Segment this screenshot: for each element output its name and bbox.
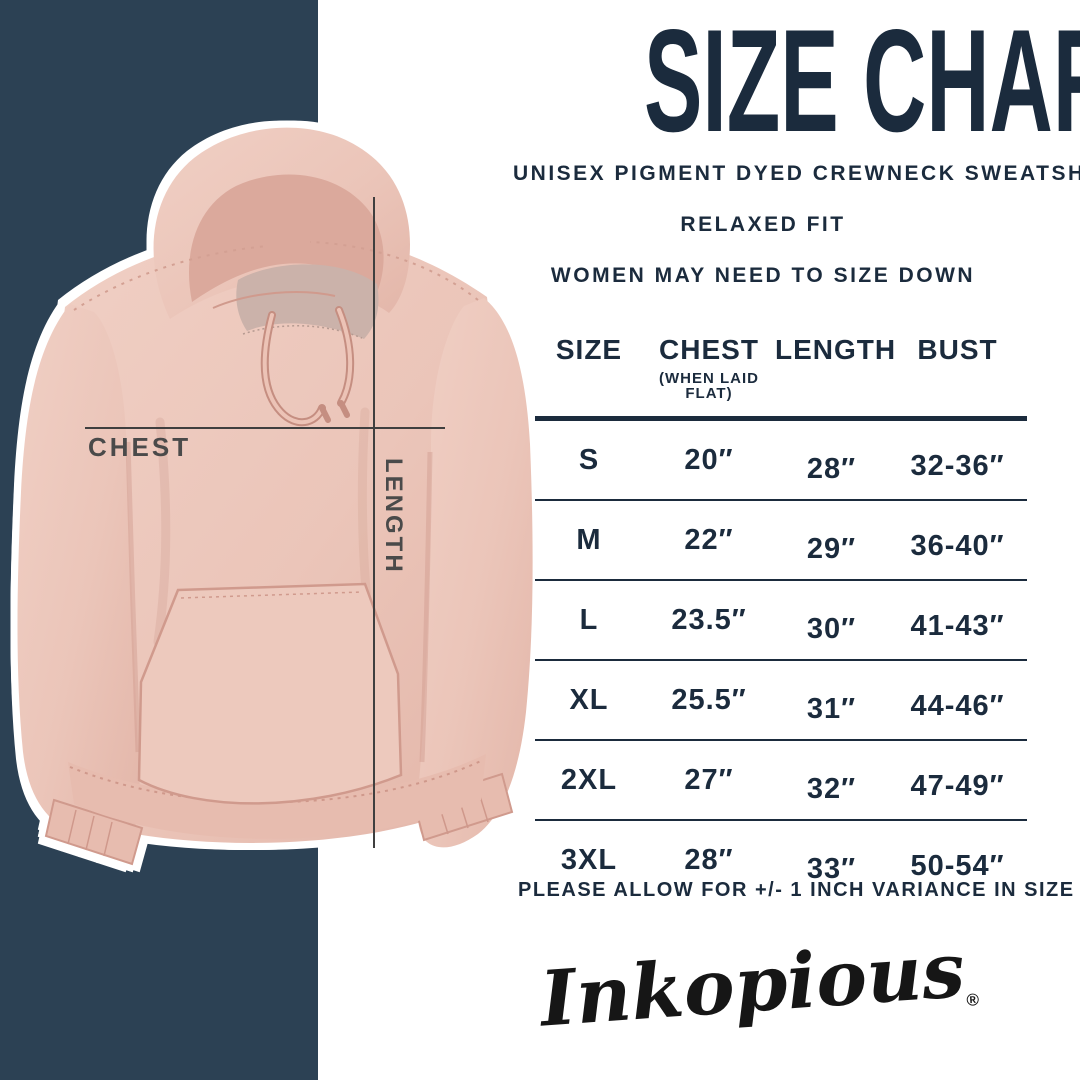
- bust-cell: 32-36″: [910, 449, 1005, 482]
- table-row-s: S 20″ 28″ 32-36″: [535, 421, 1027, 501]
- bust-cell: 41-43″: [910, 609, 1005, 642]
- column-header-length: LENGTH: [775, 334, 897, 365]
- brand-logo: Inkopious®: [537, 925, 979, 1043]
- chest-column-note: (WHEN LAID FLAT): [659, 370, 759, 402]
- chest-cell: 20″: [684, 443, 734, 476]
- length-cell: 29″: [806, 532, 857, 565]
- length-measure-line: [373, 197, 375, 848]
- registered-trademark-mark: ®: [965, 990, 980, 1010]
- bust-cell: 36-40″: [910, 529, 1005, 562]
- size-cell: M: [576, 523, 602, 556]
- size-table: SIZE CHEST (WHEN LAID FLAT) LENGTH BUST …: [535, 323, 1027, 899]
- chest-measure-line: [85, 427, 445, 429]
- bust-cell: 44-46″: [910, 689, 1005, 722]
- length-cell: 28″: [806, 452, 857, 485]
- hoodie-illustration: [17, 127, 533, 866]
- length-cell: 33″: [806, 852, 857, 885]
- length-measure-label: LENGTH: [380, 458, 407, 575]
- length-cell: 30″: [806, 612, 857, 645]
- length-cell: 32″: [806, 772, 857, 805]
- bust-cell: 47-49″: [910, 769, 1005, 802]
- column-header-chest: CHEST (WHEN LAID FLAT): [643, 323, 775, 401]
- hoodie-product-photo: [10, 112, 535, 880]
- table-header-rule: [535, 416, 1027, 421]
- table-row-l: L 23.5″ 30″ 41-43″: [535, 581, 1027, 661]
- table-row-m: M 22″ 29″ 36-40″: [535, 501, 1027, 581]
- chest-cell: 25.5″: [671, 683, 747, 716]
- chest-cell: 27″: [684, 763, 734, 796]
- column-header-chest-label: CHEST: [659, 334, 759, 365]
- size-cell: L: [579, 603, 599, 636]
- table-row-2xl: 2XL 27″ 32″ 47-49″: [535, 741, 1027, 821]
- table-row-3xl: 3XL 28″ 33″ 50-54″: [535, 821, 1027, 899]
- size-cell: XL: [569, 683, 609, 716]
- size-cell: S: [578, 443, 600, 476]
- column-header-size: SIZE: [555, 334, 623, 365]
- size-table-header: SIZE CHEST (WHEN LAID FLAT) LENGTH BUST: [535, 323, 1027, 401]
- brand-logo-text: Inkopious: [537, 925, 968, 1044]
- chest-measure-label: CHEST: [88, 432, 192, 462]
- length-cell: 31″: [806, 692, 857, 725]
- page-title: SIZE CHART: [644, 0, 1080, 162]
- subtitle-fabric: UNISEX PIGMENT DYED CREWNECK SWEATSHIRT: [513, 162, 1080, 185]
- chest-cell: 23.5″: [671, 603, 747, 636]
- bust-cell: 50-54″: [910, 849, 1005, 882]
- chest-cell: 22″: [684, 523, 734, 556]
- size-cell: 3XL: [560, 843, 618, 876]
- table-row-xl: XL 25.5″ 31″ 44-46″: [535, 661, 1027, 741]
- subtitle-fit: RELAXED FIT: [680, 213, 846, 236]
- variance-note: PLEASE ALLOW FOR +/- 1 INCH VARIANCE IN …: [518, 879, 1075, 901]
- subtitle-sizing-note: WOMEN MAY NEED TO SIZE DOWN: [550, 264, 976, 287]
- column-header-bust: BUST: [917, 334, 998, 365]
- chest-cell: 28″: [684, 843, 734, 876]
- size-cell: 2XL: [560, 763, 618, 796]
